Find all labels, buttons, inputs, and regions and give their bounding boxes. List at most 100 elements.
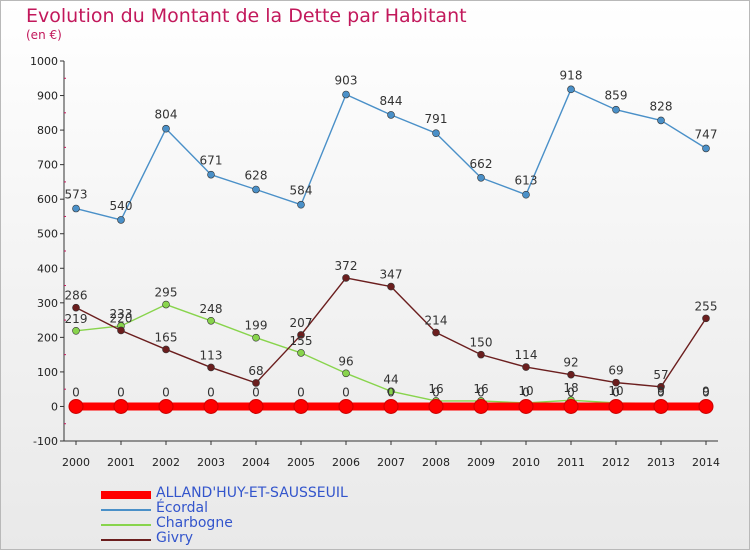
data-point: [72, 303, 80, 312]
data-point: [72, 204, 80, 213]
legend-label: Écordal: [156, 500, 208, 516]
data-label: 92: [563, 356, 578, 370]
data-label: 0: [117, 385, 125, 399]
data-label: 207: [290, 316, 313, 330]
axes: -100010020030040050060070080090010002000…: [30, 55, 720, 469]
data-label: 16: [473, 382, 488, 396]
data-label: 0: [477, 385, 485, 399]
data-point: [297, 200, 305, 209]
y-tick-label: 400: [37, 262, 58, 275]
data-label: 233: [110, 307, 133, 321]
series-layer: [68, 85, 714, 414]
data-label: 0: [567, 385, 575, 399]
data-label: 10: [608, 384, 623, 398]
data-point: [207, 170, 215, 179]
x-tick-label: 2000: [62, 456, 90, 469]
data-label: 68: [248, 364, 263, 378]
data-point: [563, 398, 579, 414]
y-tick-label: -100: [33, 435, 58, 448]
legend-label: ALLAND'HUY-ET-SAUSSEUIL: [156, 485, 348, 501]
x-tick-label: 2001: [107, 456, 135, 469]
data-label: 165: [155, 330, 178, 344]
data-point: [428, 398, 444, 414]
data-label: 214: [425, 314, 448, 328]
data-label: 114: [515, 348, 538, 362]
data-point: [387, 111, 395, 119]
data-label: 903: [335, 74, 358, 88]
data-label: 0: [432, 385, 440, 399]
x-tick-label: 2010: [512, 456, 540, 469]
x-tick-label: 2008: [422, 456, 450, 469]
y-tick-label: 900: [37, 90, 58, 103]
x-tick-label: 2002: [152, 456, 180, 469]
data-point: [477, 173, 485, 182]
data-label: 219: [65, 312, 88, 326]
y-tick-label: 600: [37, 193, 58, 206]
legend-swatch: [101, 491, 151, 499]
data-label: 9: [702, 384, 710, 398]
x-tick-label: 2007: [377, 456, 405, 469]
data-point: [342, 274, 350, 282]
data-label: 804: [155, 108, 178, 122]
legend-swatch: [101, 539, 151, 541]
data-label: 150: [470, 336, 493, 350]
x-tick-label: 2009: [467, 456, 495, 469]
data-label: 613: [515, 174, 538, 188]
data-label: 44: [383, 372, 398, 386]
data-point: [567, 370, 575, 379]
data-label: 347: [380, 268, 403, 282]
x-tick-label: 2004: [242, 456, 270, 469]
data-point: [387, 282, 395, 291]
y-tick-label: 0: [51, 400, 58, 413]
data-label: 0: [702, 385, 710, 399]
data-point: [113, 398, 129, 414]
data-point: [657, 116, 665, 125]
data-point: [248, 398, 264, 414]
data-point: [383, 398, 399, 414]
y-tick-label: 700: [37, 159, 58, 172]
data-point: [657, 382, 665, 391]
data-point: [252, 333, 260, 342]
legend-label: Charbogne: [156, 515, 233, 531]
y-tick-label: 100: [37, 366, 58, 379]
data-label: 918: [560, 68, 583, 82]
data-label: 0: [342, 385, 350, 399]
data-point: [297, 349, 305, 357]
x-tick-label: 2005: [287, 456, 315, 469]
data-label: 791: [425, 112, 448, 126]
data-label: 0: [252, 385, 260, 399]
data-point: [68, 398, 84, 414]
data-point: [522, 363, 530, 371]
data-label: 96: [338, 354, 353, 368]
data-label: 671: [200, 154, 223, 168]
data-point: [162, 300, 170, 309]
data-label: 57: [653, 368, 668, 382]
data-point: [473, 398, 489, 414]
data-label: 0: [162, 385, 170, 399]
data-point: [608, 398, 624, 414]
data-point: [612, 378, 620, 387]
legend-label: Givry: [156, 530, 194, 546]
data-label: 295: [155, 286, 178, 300]
data-label: 255: [695, 299, 718, 313]
data-point: [297, 331, 305, 339]
data-label: 0: [612, 385, 620, 399]
data-point: [252, 379, 260, 387]
data-point: [702, 144, 710, 153]
data-point: [207, 363, 215, 372]
chart-subtitle: (en €): [26, 28, 62, 42]
data-point: [477, 350, 485, 359]
data-point: [117, 216, 125, 224]
data-label: 828: [650, 99, 673, 113]
data-label: 372: [335, 259, 358, 273]
data-label: 540: [110, 199, 133, 213]
data-label: 0: [297, 385, 305, 399]
data-point: [158, 398, 174, 414]
data-point: [567, 85, 575, 94]
data-label: 662: [470, 157, 493, 171]
data-label: 155: [290, 334, 313, 348]
data-label: 69: [608, 364, 623, 378]
data-label: 0: [72, 385, 80, 399]
data-point: [698, 398, 714, 414]
